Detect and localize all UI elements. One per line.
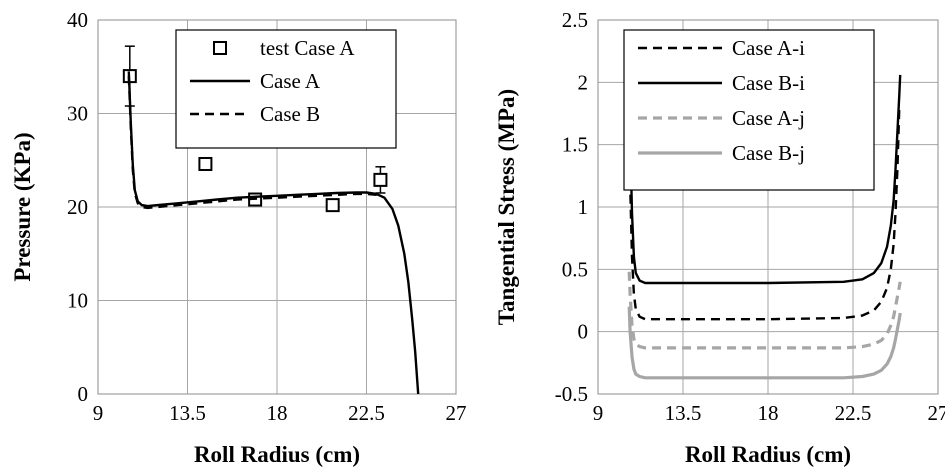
x-tick-label: 9 <box>93 401 104 425</box>
series-line-case-b <box>127 76 383 210</box>
series-line-case-b-j <box>627 306 902 380</box>
y-tick-label: 30 <box>67 102 88 126</box>
series-line-case-b-i <box>628 72 902 285</box>
legend-label-case-a-j: Case A-j <box>732 106 805 130</box>
plot-frame <box>597 19 939 395</box>
x-tick-label: 18 <box>758 401 779 425</box>
data-point-test-case-a <box>198 156 213 171</box>
series-line-case-a <box>127 71 420 395</box>
y-tick-label: 1 <box>578 195 589 219</box>
legend-label-case-b-i: Case B-i <box>732 71 805 95</box>
x-tick-label: 22.5 <box>835 401 872 425</box>
x-tick-label: 9 <box>593 401 604 425</box>
y-tick-label: 2 <box>578 70 589 94</box>
x-tick-label: 13.5 <box>665 401 702 425</box>
x-tick-label: 27 <box>928 401 945 425</box>
series-line-case-a-i <box>628 107 901 321</box>
y-tick-label: 40 <box>67 8 88 32</box>
y-tick-label: 0 <box>578 320 589 344</box>
legend-label-case-b: Case B <box>260 102 320 126</box>
x-axis-label: Roll Radius (cm) <box>194 442 360 467</box>
x-tick-label: 18 <box>267 401 288 425</box>
y-tick-label: 2.5 <box>562 8 588 32</box>
plot-frame <box>97 19 457 395</box>
legend-box <box>175 29 397 149</box>
legend-label-case-a-i: Case A-i <box>732 36 805 60</box>
y-tick-label: 0.5 <box>562 257 588 281</box>
x-axis-label: Roll Radius (cm) <box>685 442 851 467</box>
x-tick-label: 13.5 <box>169 401 206 425</box>
y-axis-label: Pressure (KPa) <box>10 132 35 281</box>
x-tick-label: 27 <box>446 401 467 425</box>
y-tick-label: 1.5 <box>562 133 588 157</box>
legend-box <box>623 29 875 191</box>
y-tick-label: 0 <box>78 382 89 406</box>
legend-label-case-b-j: Case B-j <box>732 141 805 165</box>
legend-marker-test-case-a <box>213 41 227 55</box>
data-point-test-case-a <box>325 198 340 213</box>
legend-label-case-a: Case A <box>260 69 321 93</box>
data-point-test-case-a <box>373 172 388 187</box>
legend-label-test-case-a: test Case A <box>260 36 355 60</box>
y-tick-label: 10 <box>67 289 88 313</box>
x-tick-label: 22.5 <box>348 401 385 425</box>
y-tick-label: -0.5 <box>555 382 588 406</box>
pressure-chart: 9 13.5 18 22.5 27 0 10 20 30 40 Roll Radius (cm) Pr… <box>10 8 467 467</box>
y-tick-label: 20 <box>67 195 88 219</box>
y-axis-label: Tangential Stress (MPa) <box>494 89 519 325</box>
